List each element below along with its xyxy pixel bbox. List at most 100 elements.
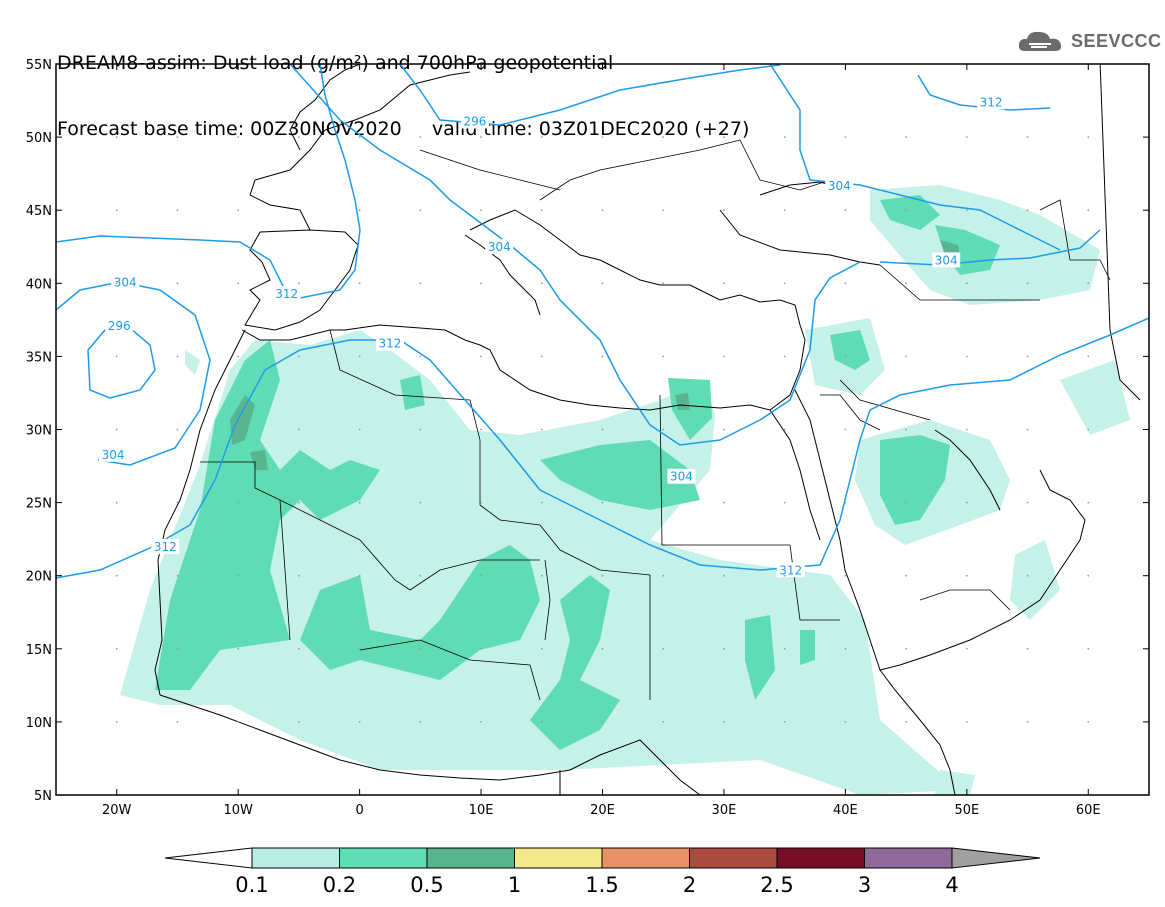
geopotential-contours: [56, 64, 1149, 579]
grid-dot: [540, 428, 543, 431]
grid-dot: [905, 574, 908, 577]
grid-dot: [905, 501, 908, 504]
grid-dot: [662, 574, 665, 577]
grid-dot: [965, 136, 968, 139]
grid-dot: [419, 574, 422, 577]
grid-dot: [297, 355, 300, 358]
contour-label-bg: [111, 274, 140, 290]
grid-dot: [1026, 428, 1029, 431]
grid-dot: [358, 136, 361, 139]
grid-dot: [115, 721, 118, 723]
grid-dot: [1026, 501, 1029, 504]
lat-tick-label: 10N: [26, 716, 52, 731]
map-title: DREAM8-assim: Dust load (g/m²) and 700hP…: [57, 8, 749, 162]
grid-dot: [540, 282, 543, 285]
grid-dot: [115, 574, 118, 577]
grid-dot: [480, 501, 482, 504]
grid-dot: [1087, 721, 1090, 723]
lon-tick-label: 10W: [223, 803, 253, 818]
grid-dot: [601, 355, 604, 358]
title-line-1: DREAM8-assim: Dust load (g/m²) and 700hP…: [57, 52, 614, 74]
grid-dot: [783, 209, 786, 212]
grid-dot: [297, 428, 300, 431]
grid-dot: [1087, 574, 1090, 577]
grid-dot: [723, 647, 725, 650]
grid-dot: [176, 574, 179, 577]
grid-dot: [601, 574, 604, 577]
grid-dot: [723, 574, 725, 577]
grid-dot: [844, 209, 847, 212]
grid-dot: [358, 355, 361, 358]
grid-dot: [905, 721, 908, 723]
grid-dot: [723, 209, 725, 212]
colorbar-swatch: [339, 847, 428, 869]
grid-dot: [540, 647, 543, 650]
colorbar-tick-label: 0.5: [410, 873, 443, 897]
grid-dot: [237, 428, 240, 431]
contour-label: 304: [670, 470, 693, 484]
grid-dot: [297, 501, 300, 504]
grid-dot: [176, 721, 179, 723]
contour-label: 304: [828, 179, 851, 193]
grid-dot: [419, 501, 422, 504]
lon-tick-label: 20W: [102, 803, 132, 818]
grid-dot: [844, 501, 847, 504]
contour-label-bg: [375, 335, 404, 351]
grid-dot: [358, 209, 361, 212]
grid-dot: [297, 721, 300, 723]
contour-label: 296: [108, 319, 131, 333]
grid-dot: [662, 136, 665, 139]
grid-dot: [540, 136, 543, 139]
contour-label: 312: [154, 540, 177, 554]
grid-dot: [844, 721, 847, 723]
grid-dot: [176, 282, 179, 285]
colorbar-swatch: [864, 847, 953, 869]
grid-dot: [480, 428, 482, 431]
grid-dot: [540, 574, 543, 577]
contour-label: 312: [980, 95, 1003, 109]
grid-dot: [419, 136, 422, 139]
contour-label: 304: [102, 448, 125, 462]
grid-dot: [480, 209, 482, 212]
grid-dot: [783, 282, 786, 285]
grid-dot: [1087, 355, 1090, 358]
contour-label: 304: [114, 275, 137, 289]
grid-dot: [115, 209, 118, 212]
grid-dot: [237, 282, 240, 285]
grid-dot: [783, 428, 786, 431]
grid-dot: [419, 721, 422, 723]
grid-dot: [1087, 647, 1090, 650]
colorbar-tick-label: 2: [683, 873, 696, 897]
grid-dot: [723, 355, 725, 358]
grid-dot: [601, 428, 604, 431]
colorbar: 0.1 0.2 0.5 1 1.5 2 2.5 3 4: [164, 847, 1041, 897]
colorbar-under-arrow: [164, 847, 253, 869]
contour-label-bg: [825, 177, 854, 193]
grid-dot: [480, 355, 482, 358]
grid-dot: [297, 282, 300, 285]
lon-tick-label: 30E: [712, 803, 737, 818]
logo-text: SEEVCCC: [1071, 30, 1162, 51]
lon-tick-label: 50E: [954, 803, 979, 818]
grid-dot: [723, 501, 725, 504]
lon-tick-label: 40E: [833, 803, 858, 818]
grid-dot: [601, 136, 604, 139]
grid-dot: [601, 647, 604, 650]
contour-label-bg: [151, 538, 180, 554]
contour-label-bg: [932, 252, 961, 268]
grid-dot: [358, 647, 361, 650]
title-line-2: Forecast base time: 00Z30NOV2020 valid t…: [57, 118, 750, 140]
lat-tick-label: 40N: [26, 277, 52, 292]
grid-dot: [297, 136, 300, 139]
grid-dot: [176, 355, 179, 358]
grid-dot: [419, 647, 422, 650]
grid-dot: [176, 501, 179, 504]
lon-tick-label: 20E: [590, 803, 615, 818]
colorbar-over-arrow: [951, 847, 1041, 869]
lon-tick-label: 60E: [1076, 803, 1101, 818]
contour-label: 296: [464, 114, 487, 128]
grid-dot: [965, 355, 968, 358]
grid-dot: [844, 355, 847, 358]
grid-dot: [1026, 282, 1029, 285]
